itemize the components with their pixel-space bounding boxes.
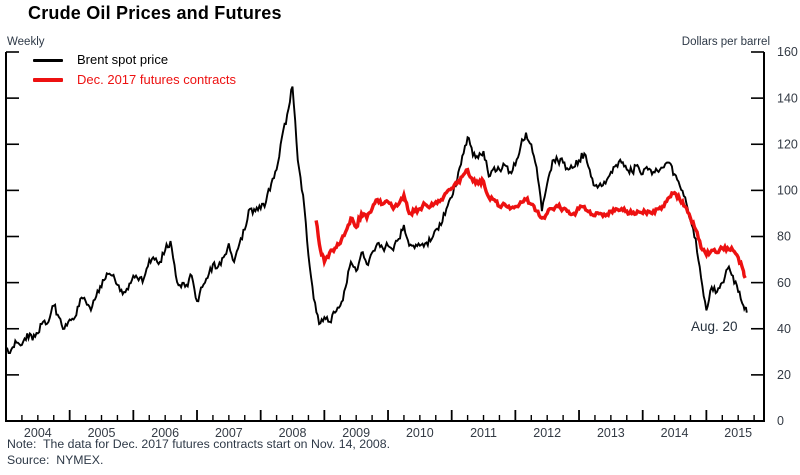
legend-item-brent: Brent spot price (33, 53, 236, 67)
x-tick-label: 2005 (88, 426, 116, 440)
source-text: Source: NYMEX. (7, 453, 104, 467)
y-tick-label: 120 (777, 137, 798, 151)
note-text: Note: The data for Dec. 2017 futures con… (7, 437, 391, 451)
x-tick-label: 2008 (279, 426, 307, 440)
y-tick-label: 160 (777, 45, 798, 59)
x-tick-label: 2004 (24, 426, 52, 440)
y-tick-label: 20 (777, 368, 791, 382)
y-tick-label: 0 (777, 414, 784, 428)
y-tick-label: 80 (777, 230, 791, 244)
y-tick-label: 60 (777, 276, 791, 290)
frequency-label: Weekly (7, 36, 45, 48)
x-tick-label: 2011 (470, 426, 497, 440)
legend-label-futures: Dec. 2017 futures contracts (77, 72, 236, 87)
x-tick-label: 2009 (342, 426, 370, 440)
x-tick-label: 2015 (724, 426, 752, 440)
chart-title: Crude Oil Prices and Futures (28, 3, 282, 23)
x-tick-label: 2012 (533, 426, 561, 440)
x-tick-label: 2013 (597, 426, 625, 440)
futures-series-line (314, 167, 747, 279)
x-tick-label: 2010 (406, 426, 434, 440)
brent-line-swatch (33, 58, 63, 62)
annotation-aug-20: Aug. 20 (691, 319, 738, 334)
y-tick-label: 100 (777, 184, 798, 198)
x-tick-label: 2014 (661, 426, 689, 440)
futures-line-swatch (33, 77, 63, 83)
legend-item-futures: Dec. 2017 futures contracts (33, 73, 236, 87)
y-tick-label: 40 (777, 322, 791, 336)
brent-series-line (5, 86, 748, 354)
y-tick-label: 140 (777, 91, 798, 105)
x-tick-label: 2007 (215, 426, 243, 440)
x-tick-label: 2006 (151, 426, 179, 440)
legend: Brent spot price Dec. 2017 futures contr… (33, 53, 236, 87)
unit-label: Dollars per barrel (681, 36, 770, 48)
legend-label-brent: Brent spot price (77, 52, 169, 67)
